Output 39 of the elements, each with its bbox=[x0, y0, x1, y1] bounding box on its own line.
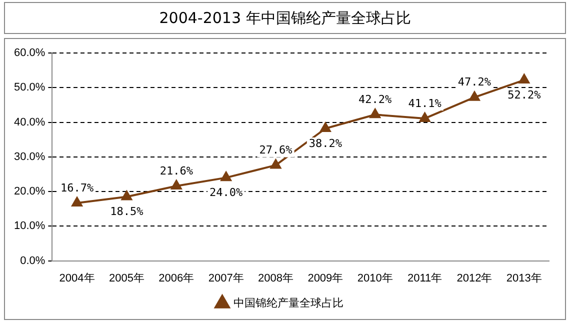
y-tick-label: 40.0% bbox=[14, 116, 46, 128]
data-label: 47.2% bbox=[458, 76, 492, 89]
y-tick-label: 30.0% bbox=[14, 150, 46, 163]
x-tick-label: 2004年 bbox=[59, 272, 95, 284]
point bbox=[320, 122, 331, 132]
data-label: 18.5% bbox=[110, 205, 144, 218]
data-label: 52.2% bbox=[508, 88, 542, 102]
y-tick-label: 20.0% bbox=[14, 186, 46, 198]
x-tick-label: 2013年 bbox=[506, 272, 542, 284]
x-tick-label: 2005年 bbox=[108, 272, 144, 284]
x-tick-label: 2012年 bbox=[456, 272, 492, 284]
data-label: 42.2% bbox=[358, 93, 392, 106]
x-tick-label: 2006年 bbox=[158, 272, 194, 284]
y-tick-label: 60.0% bbox=[14, 47, 46, 60]
y-tick-label: 10.0% bbox=[14, 220, 46, 232]
chart-title: 2004-2013 年中国锦纶产量全球占比 bbox=[4, 2, 566, 34]
x-tick-label: 2010年 bbox=[357, 272, 393, 284]
point bbox=[518, 74, 530, 84]
data-label: 38.2% bbox=[308, 136, 342, 150]
data-label: 24.0% bbox=[210, 186, 243, 200]
data-label: 16.7% bbox=[60, 181, 94, 194]
x-tick-label: 2011年 bbox=[407, 272, 442, 284]
point bbox=[121, 190, 132, 200]
x-tick-label: 2007年 bbox=[208, 272, 244, 284]
legend-label: 中国锦纶产量全球占比 bbox=[233, 296, 344, 310]
point bbox=[220, 172, 232, 182]
point bbox=[370, 108, 380, 118]
x-tick-label: 2008年 bbox=[258, 272, 294, 284]
data-label: 41.1% bbox=[408, 96, 442, 110]
point bbox=[419, 112, 430, 122]
point bbox=[72, 196, 82, 206]
x-tick-label: 2009年 bbox=[308, 272, 344, 284]
y-tick-label: 50.0% bbox=[14, 82, 46, 94]
data-label: 27.6% bbox=[259, 144, 293, 157]
point bbox=[469, 91, 480, 101]
data-label: 21.6% bbox=[160, 164, 194, 178]
point bbox=[171, 180, 182, 190]
point bbox=[270, 159, 282, 169]
y-tick-label: 0.0% bbox=[20, 254, 46, 267]
